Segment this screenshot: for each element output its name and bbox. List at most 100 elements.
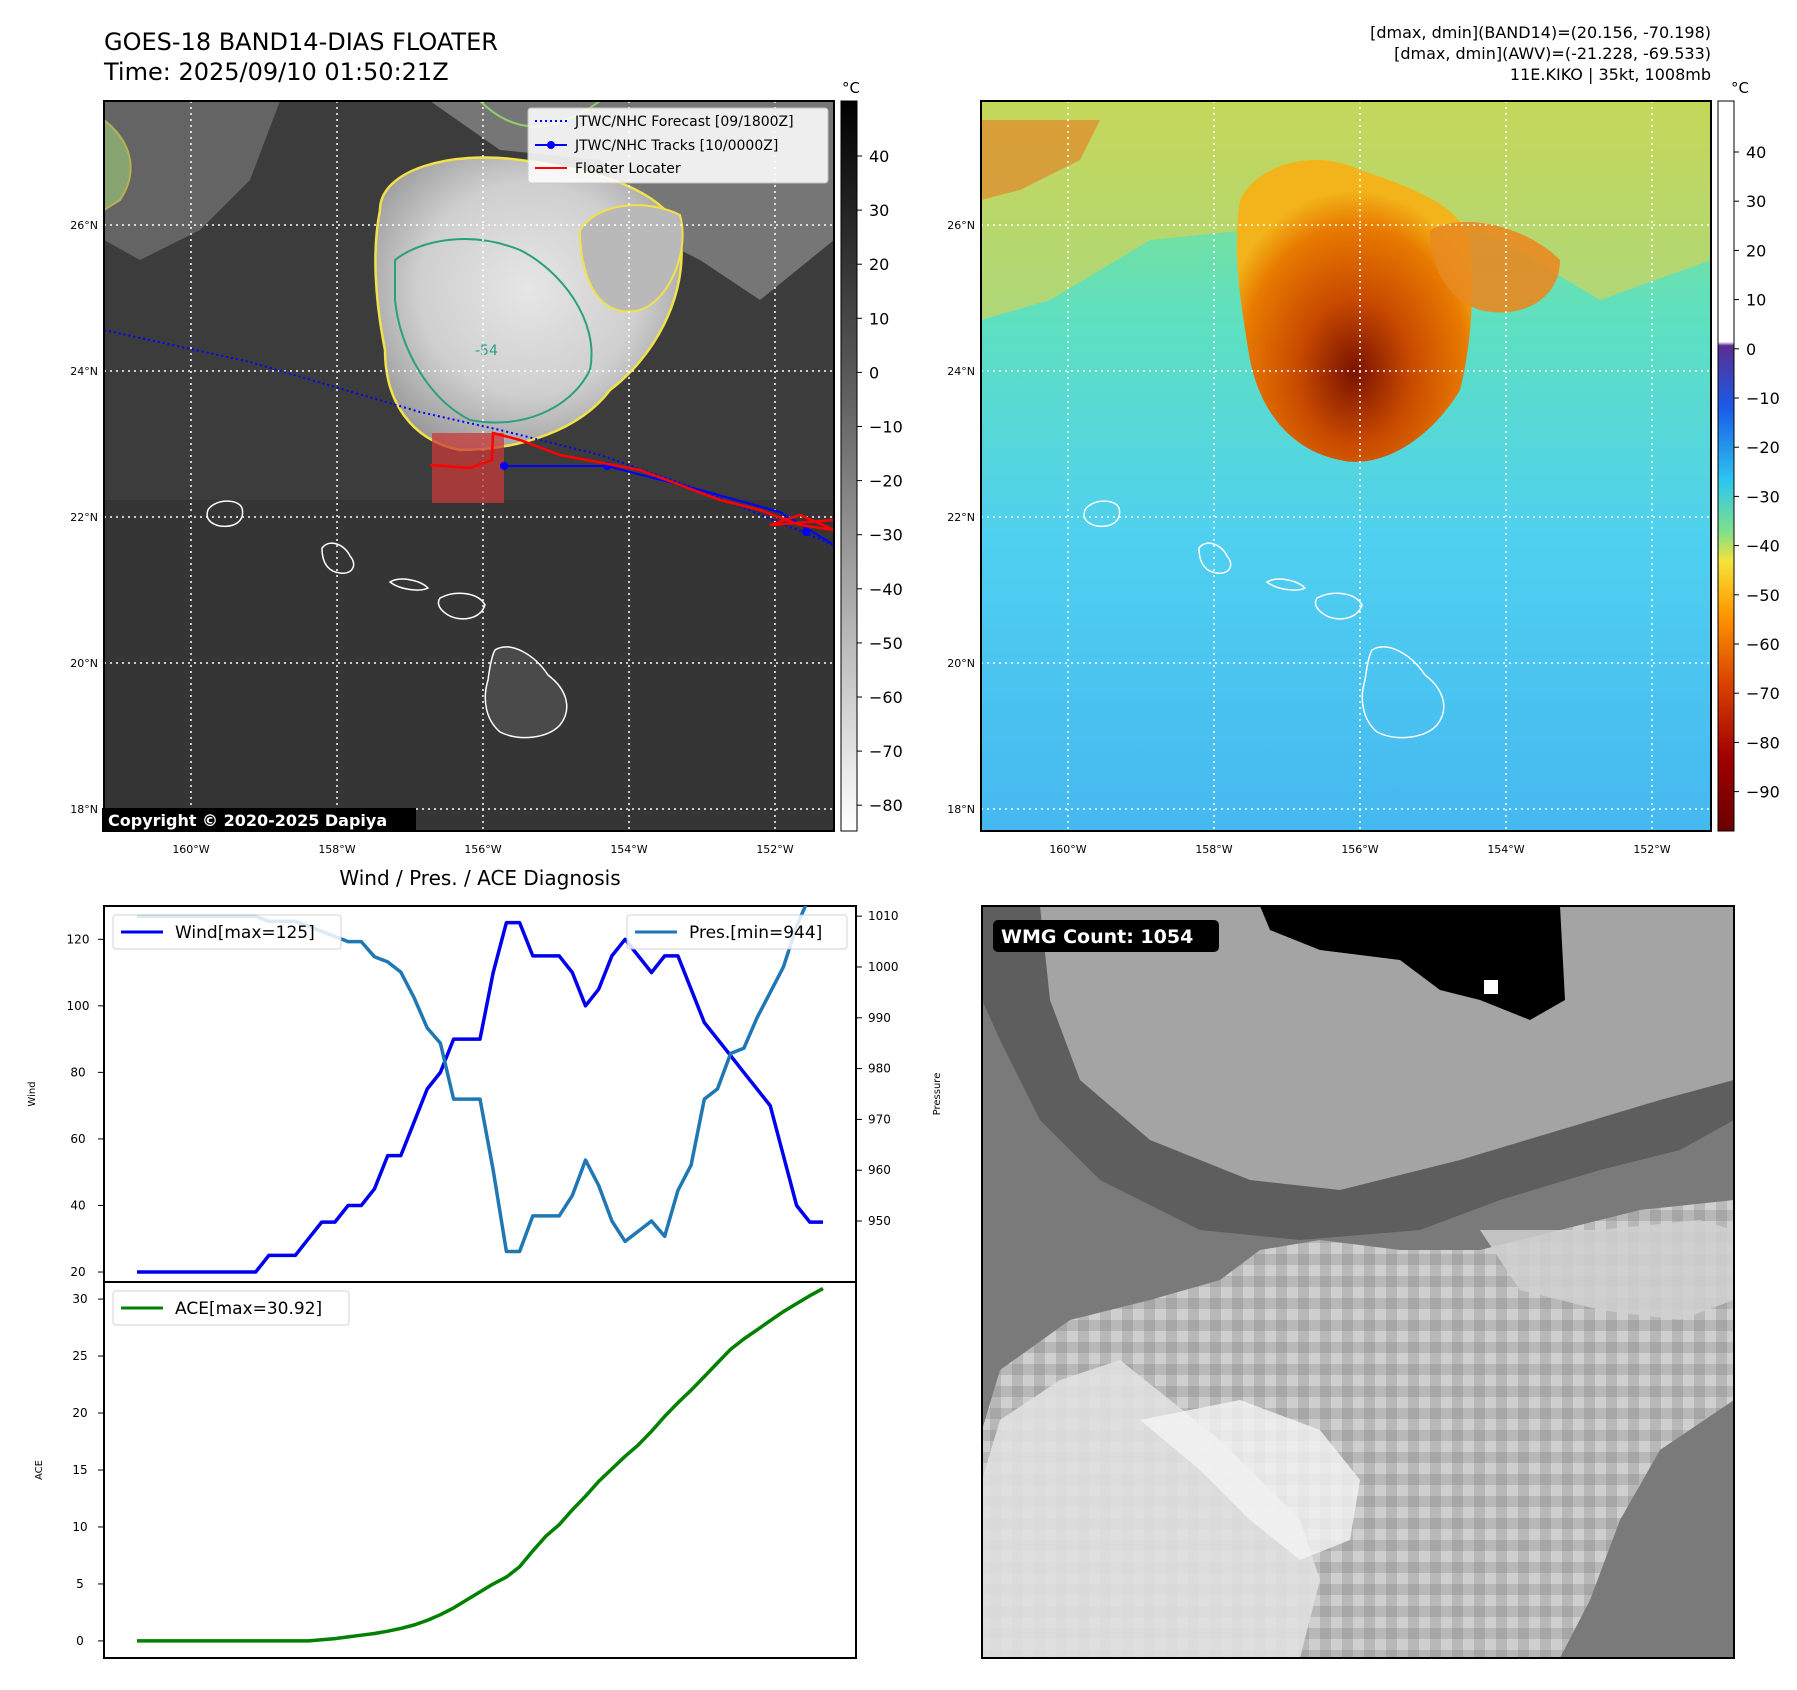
ace-legend-label: ACE[max=30.92] [175, 1299, 322, 1319]
ir-map-lon-ticks: 160°W 158°W 156°W 154°W 152°W [172, 843, 793, 856]
colorbar-tick-label: −30 [869, 526, 903, 545]
lon-tick: 158°W [1195, 843, 1232, 856]
map-legend: JTWC/NHC Forecast [09/1800Z] JTWC/NHC Tr… [527, 107, 829, 184]
figure-time: Time: 2025/09/10 01:50:21Z [103, 58, 449, 86]
colorbar-tick-label: −30 [1746, 487, 1780, 506]
gray-colorbar-unit: °C [842, 79, 860, 97]
island-maui [437, 592, 486, 620]
lat-tick: 18°N [947, 803, 975, 816]
color-colorbar: °C 40 30 20 10 0 −10 −20 −30 −40 −50 −60 −70 −80 −90 [1717, 79, 1780, 832]
lon-tick: 160°W [172, 843, 209, 856]
legend-tracks: JTWC/NHC Tracks [10/0000Z] [574, 138, 778, 154]
lat-tick: 24°N [70, 365, 98, 378]
diagnosis-title: Wind / Pres. / ACE Diagnosis [339, 866, 620, 890]
lat-tick: 26°N [947, 219, 975, 232]
island-oahu [321, 542, 355, 574]
awv-map-panel: 26°N 24°N 22°N 20°N 18°N 160°W 158°W 156… [947, 100, 1712, 856]
wind-pressure-chart: 20 40 60 80 100 120 950 960 970 980 990 1000 1010 W… [27, 905, 943, 1283]
floater-locater-line [429, 431, 834, 532]
colorbar-tick-label: 10 [1746, 291, 1766, 310]
awv-map-lon-ticks: 160°W 158°W 156°W 154°W 152°W [1049, 843, 1670, 856]
pressure-tick-label: 980 [868, 1062, 891, 1076]
ace-chart: 0 5 10 15 20 25 30 ACE ACE[max=30.92] [34, 1281, 857, 1659]
colorbar-tick-label: 40 [1746, 143, 1766, 162]
color-colorbar-unit: °C [1731, 79, 1749, 97]
lat-tick: 20°N [947, 657, 975, 670]
legend-forecast: JTWC/NHC Forecast [09/1800Z] [574, 114, 794, 130]
lon-tick: 156°W [464, 843, 501, 856]
lat-tick: 20°N [70, 657, 98, 670]
ace-tick-label: 30 [72, 1292, 87, 1306]
wind-tick-label: 60 [70, 1132, 85, 1146]
pressure-legend-label: Pres.[min=944] [689, 923, 822, 943]
wind-tick-label: 120 [67, 932, 90, 946]
colorbar-tick-label: −70 [869, 742, 903, 761]
colorbar-tick-label: −40 [869, 580, 903, 599]
gray-colorbar: °C 40 30 20 10 0 −10 −20 −30 −40 −50 −60 −70 −80 [840, 79, 903, 832]
lon-tick: 156°W [1341, 843, 1378, 856]
colorbar-tick-label: 20 [1746, 241, 1766, 260]
awv-storm-core [1236, 160, 1472, 462]
colorbar-tick-label: 0 [1746, 340, 1756, 359]
wind-axis-label: Wind [27, 1081, 38, 1106]
ace-legend: ACE[max=30.92] [112, 1290, 350, 1326]
colorbar-tick-label: −10 [869, 418, 903, 437]
ace-tick-label: 25 [72, 1349, 87, 1363]
lat-tick: 24°N [947, 365, 975, 378]
pressure-tick-label: 960 [868, 1163, 891, 1177]
ace-tick-label: 10 [72, 1520, 87, 1534]
colorbar-tick-label: 30 [1746, 192, 1766, 211]
pressure-axis-label: Pressure [932, 1073, 943, 1116]
lon-tick: 152°W [756, 843, 793, 856]
lat-tick: 26°N [70, 219, 98, 232]
lon-tick: 154°W [610, 843, 647, 856]
colorbar-tick-label: −10 [1746, 389, 1780, 408]
island-kauai [206, 500, 244, 528]
colorbar-tick-label: 10 [869, 309, 889, 328]
wind-tick-label: 100 [67, 999, 90, 1013]
colorbar-tick-label: −60 [869, 688, 903, 707]
colorbar-tick-label: 40 [869, 147, 889, 166]
pressure-tick-label: 990 [868, 1011, 891, 1025]
stats-awv: [dmax, dmin](AWV)=(-21.228, -69.533) [1394, 44, 1711, 63]
pressure-tick-label: 1010 [868, 909, 899, 923]
contour-label: -54 [475, 343, 498, 359]
stats-band14: [dmax, dmin](BAND14)=(20.156, -70.198) [1370, 23, 1711, 42]
lat-tick: 22°N [70, 511, 98, 524]
lat-tick: 22°N [947, 511, 975, 524]
figure-title: GOES-18 BAND14-DIAS FLOATER [104, 28, 498, 56]
wind-tick-label: 80 [70, 1065, 85, 1079]
pressure-tick-label: 950 [868, 1214, 891, 1228]
colorbar-tick-label: −80 [1746, 733, 1780, 752]
wmg-count-label: WMG Count: 1054 [1001, 926, 1193, 948]
ace-tick-label: 0 [76, 1634, 84, 1648]
ace-series-line [137, 1287, 824, 1643]
pressure-legend: Pres.[min=944] [626, 914, 848, 950]
colorbar-tick-label: −70 [1746, 684, 1780, 703]
awv-map-lat-ticks: 26°N 24°N 22°N 20°N 18°N [947, 219, 975, 816]
ace-axis-label: ACE [34, 1460, 45, 1480]
lon-tick: 154°W [1487, 843, 1524, 856]
colorbar-tick-label: −20 [869, 472, 903, 491]
colorbar-tick-label: 30 [869, 201, 889, 220]
colorbar-tick-label: −50 [1746, 586, 1780, 605]
ace-tick-label: 15 [72, 1463, 87, 1477]
lat-tick: 18°N [70, 803, 98, 816]
colorbar-tick-label: 0 [869, 363, 879, 382]
pressure-tick-label: 970 [868, 1112, 891, 1126]
wind-tick-label: 20 [70, 1265, 85, 1279]
wmg-panel: WMG Count: 1054 [981, 905, 1735, 1659]
pressure-tick-label: 1000 [868, 960, 899, 974]
ace-tick-label: 20 [72, 1406, 87, 1420]
island-hawaii [484, 646, 568, 739]
wind-tick-label: 40 [70, 1198, 85, 1212]
wind-legend: Wind[max=125] [112, 914, 342, 950]
colorbar-tick-label: −90 [1746, 783, 1780, 802]
colorbar-tick-label: −40 [1746, 537, 1780, 556]
wind-legend-label: Wind[max=125] [175, 923, 315, 943]
colorbar-tick-label: −80 [869, 796, 903, 815]
ir-map-panel: -54 [70, 100, 835, 856]
colorbar-tick-label: −60 [1746, 635, 1780, 654]
lon-tick: 158°W [318, 843, 355, 856]
